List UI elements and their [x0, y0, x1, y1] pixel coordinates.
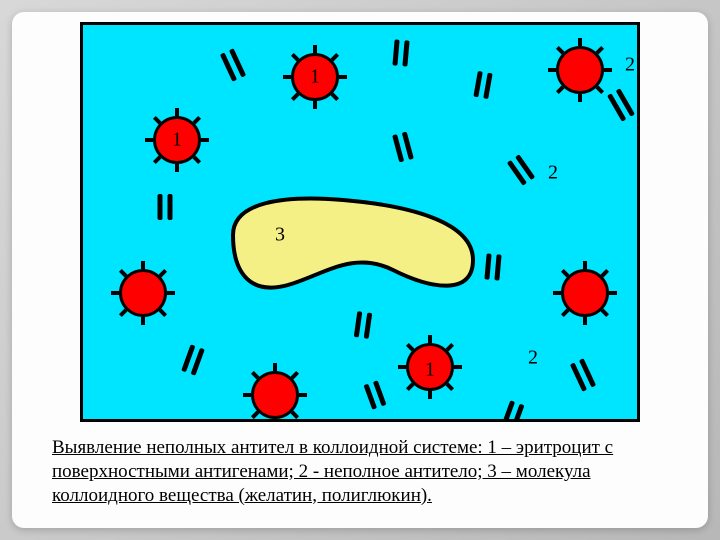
erythrocyte — [119, 269, 167, 317]
diagram-label: 2 — [625, 54, 635, 77]
antibody — [364, 380, 387, 410]
antibody — [158, 194, 173, 220]
diagram-label: 1 — [310, 66, 320, 89]
erythrocyte — [561, 269, 609, 317]
diagram-label: 3 — [275, 224, 285, 247]
antibody — [607, 88, 635, 121]
antibody — [502, 400, 525, 422]
diagram-label: 1 — [425, 359, 435, 382]
erythrocyte — [556, 46, 604, 94]
antibody — [181, 344, 205, 375]
antibody — [473, 71, 492, 99]
colloid-molecule — [193, 180, 493, 320]
diagram-label: 2 — [548, 162, 558, 185]
antibody — [392, 39, 409, 66]
antibody — [570, 358, 596, 392]
antibody — [354, 311, 372, 339]
slide-frame: 1 2 1 2 3 1 2 Выявление неполных антител в кол… — [12, 12, 708, 528]
caption-text: Выявление неполных антител в коллоидной … — [52, 436, 668, 507]
antibody — [507, 154, 535, 186]
diagram-label: 1 — [172, 129, 182, 152]
erythrocyte — [251, 371, 299, 419]
diagram-box: 1 2 1 2 3 1 2 — [80, 22, 640, 422]
diagram-label: 2 — [528, 347, 538, 370]
antibody — [484, 253, 501, 280]
antibody — [392, 132, 414, 163]
antibody — [220, 48, 246, 82]
